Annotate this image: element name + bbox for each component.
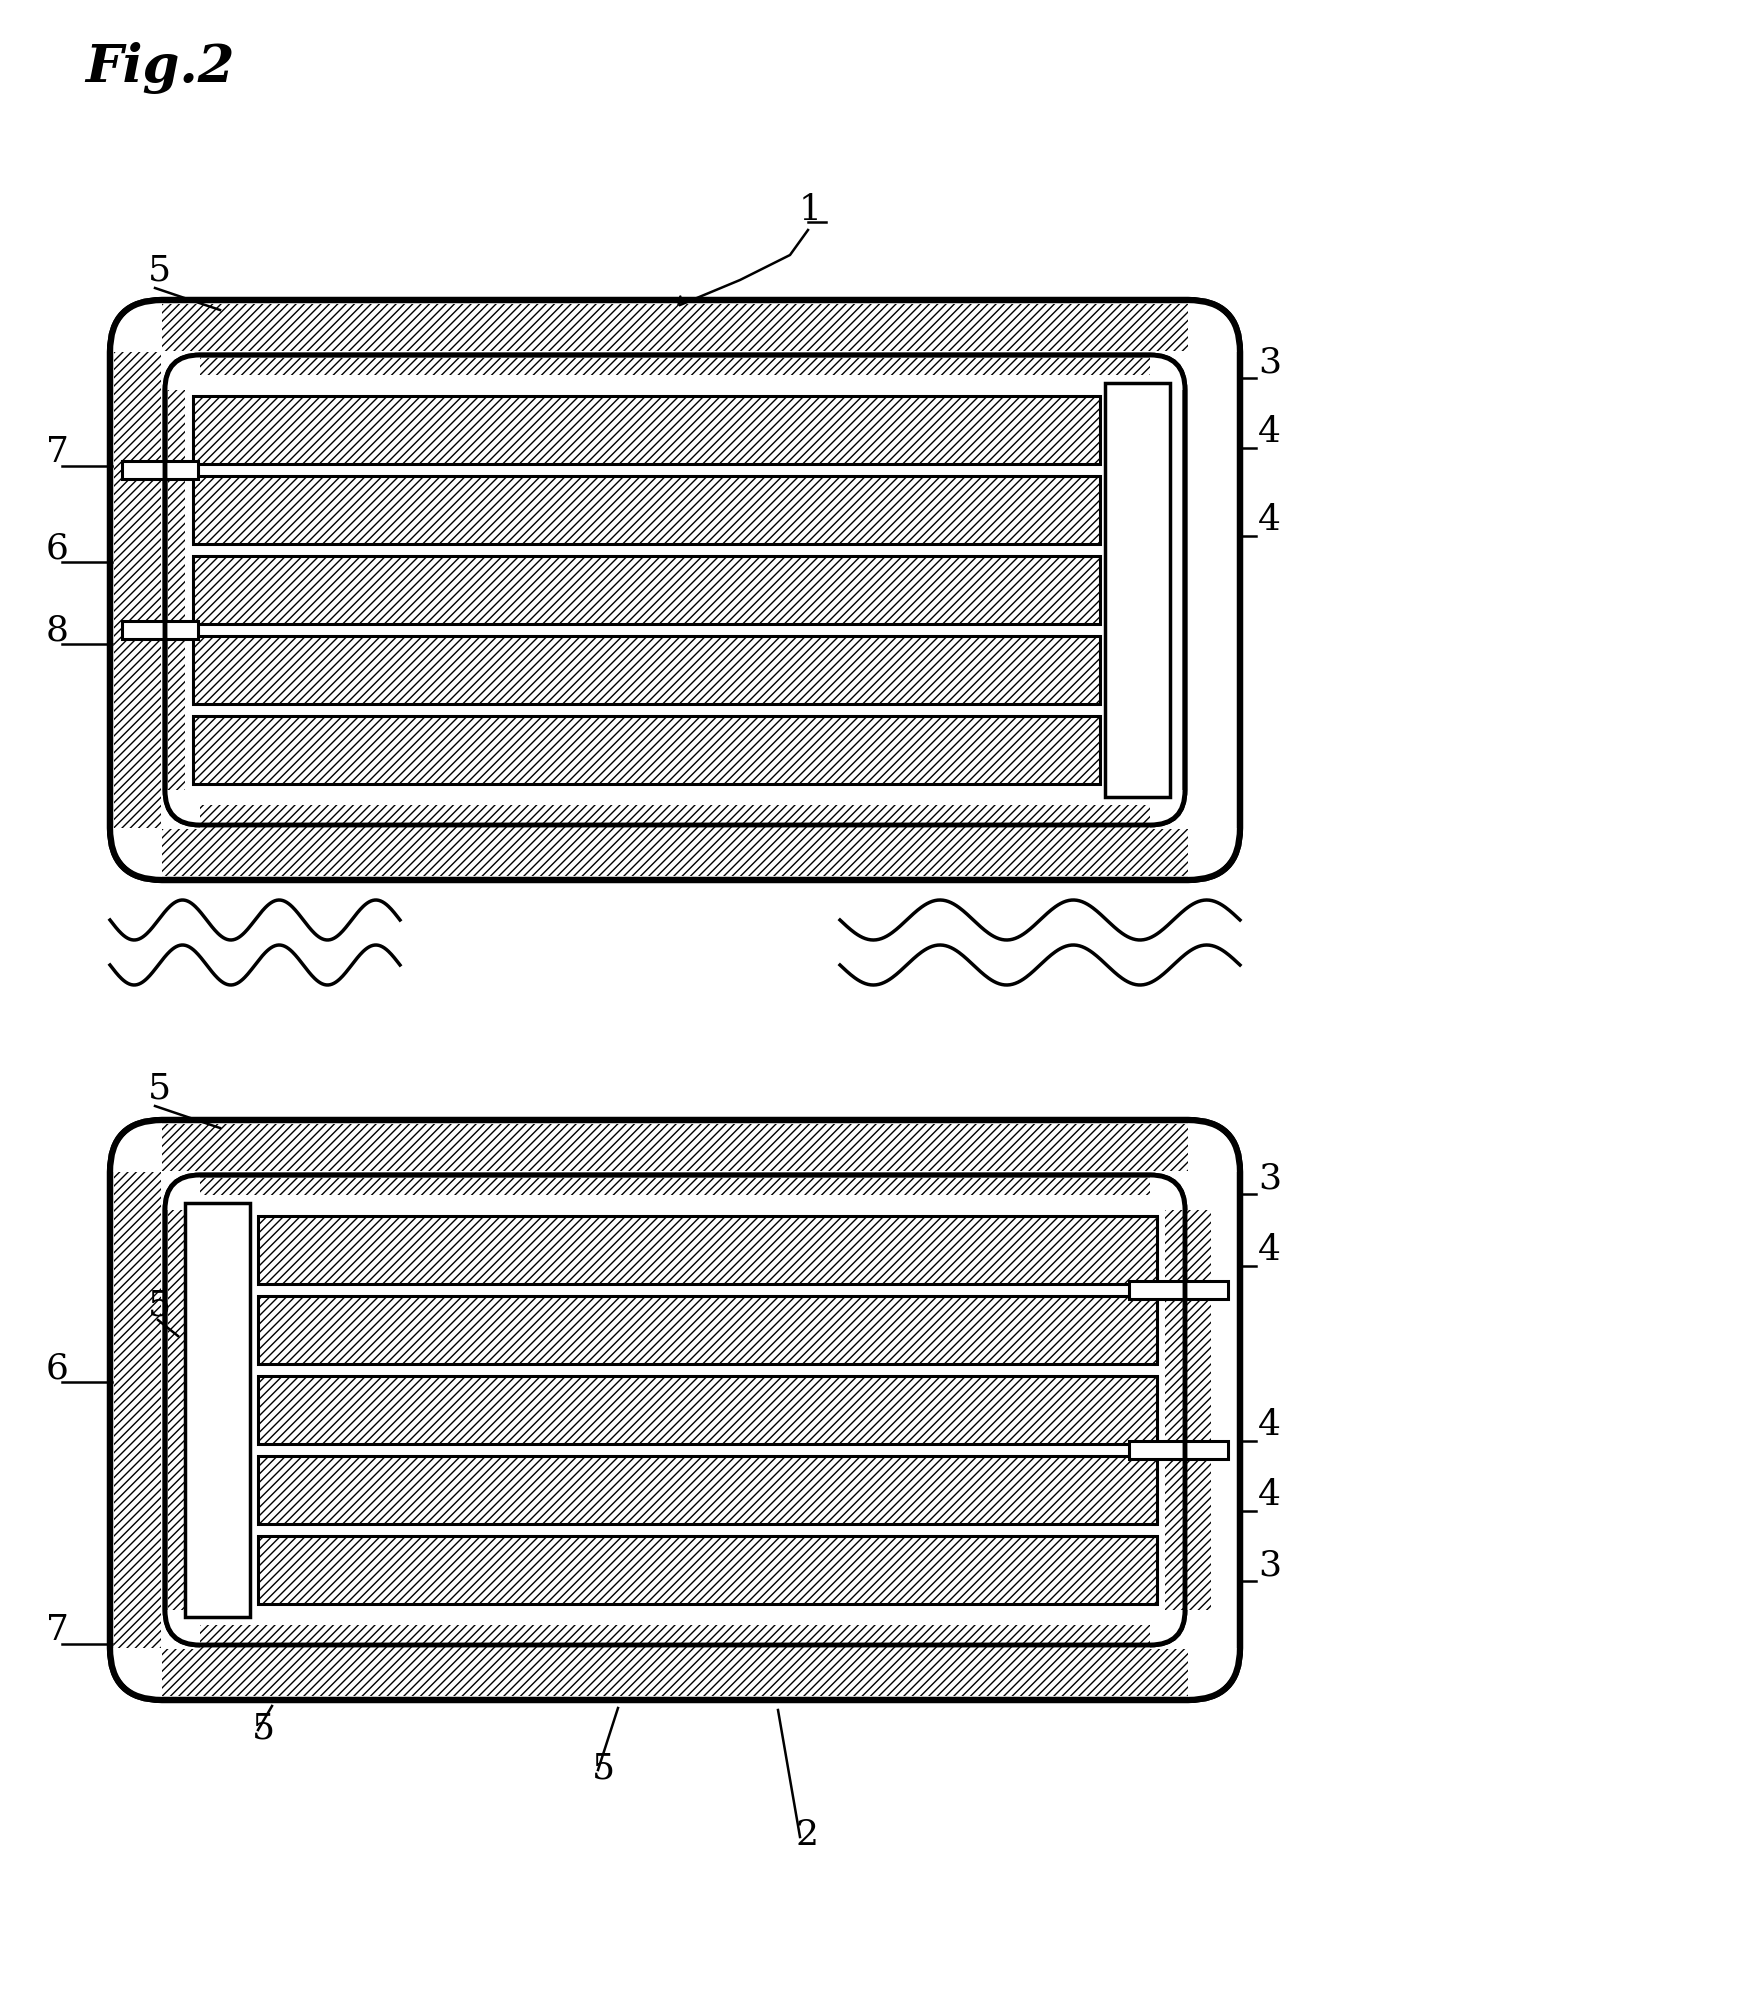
Bar xyxy=(199,1177,1150,1227)
FancyBboxPatch shape xyxy=(164,1175,1185,1645)
Text: 5: 5 xyxy=(149,1072,171,1106)
Bar xyxy=(192,396,1099,464)
Bar xyxy=(259,1536,1157,1604)
Bar xyxy=(168,390,217,791)
Bar xyxy=(163,829,1189,876)
FancyBboxPatch shape xyxy=(164,355,1185,825)
Wedge shape xyxy=(110,1120,163,1171)
FancyBboxPatch shape xyxy=(110,301,1239,880)
Bar xyxy=(259,1297,1157,1365)
Bar xyxy=(192,476,1099,544)
Text: 5: 5 xyxy=(149,1289,171,1323)
Bar xyxy=(192,715,1099,785)
Bar xyxy=(259,1456,1157,1524)
Bar xyxy=(192,635,1099,703)
Bar xyxy=(163,1123,1189,1171)
Bar xyxy=(163,305,1189,351)
Wedge shape xyxy=(164,1175,213,1223)
Text: 2: 2 xyxy=(795,1819,818,1853)
Bar xyxy=(259,1215,1157,1285)
Text: 4: 4 xyxy=(1259,504,1281,538)
Wedge shape xyxy=(1136,355,1185,404)
Bar xyxy=(199,359,1150,406)
Wedge shape xyxy=(1189,1120,1239,1171)
Bar xyxy=(114,1171,161,1647)
Text: 4: 4 xyxy=(1259,1478,1281,1512)
Wedge shape xyxy=(1189,301,1239,353)
Bar xyxy=(185,1203,250,1618)
Wedge shape xyxy=(164,1596,213,1645)
Text: 6: 6 xyxy=(45,1351,68,1384)
Text: 4: 4 xyxy=(1259,1233,1281,1267)
Wedge shape xyxy=(1136,777,1185,825)
Bar xyxy=(163,1649,1189,1695)
Text: 3: 3 xyxy=(1259,345,1281,378)
Bar xyxy=(192,556,1099,623)
Text: 5: 5 xyxy=(252,1711,274,1745)
Wedge shape xyxy=(1136,1175,1185,1223)
Text: 3: 3 xyxy=(1259,1548,1281,1582)
Bar xyxy=(185,1195,1164,1625)
Wedge shape xyxy=(110,829,163,880)
Wedge shape xyxy=(1189,829,1239,880)
Bar xyxy=(1162,1209,1211,1610)
Bar xyxy=(1129,1281,1229,1299)
Wedge shape xyxy=(164,355,213,404)
Text: 4: 4 xyxy=(1259,414,1281,448)
Bar xyxy=(114,353,161,829)
Wedge shape xyxy=(1189,1647,1239,1699)
Text: 7: 7 xyxy=(45,434,68,468)
Wedge shape xyxy=(1136,1596,1185,1645)
Bar xyxy=(122,622,198,639)
Text: 4: 4 xyxy=(1259,1408,1281,1442)
Text: 6: 6 xyxy=(45,532,68,566)
Text: Fig.2: Fig.2 xyxy=(86,42,234,94)
Text: 3: 3 xyxy=(1259,1161,1281,1195)
Bar xyxy=(1105,382,1169,797)
Bar xyxy=(185,374,1164,805)
Wedge shape xyxy=(110,1647,163,1699)
Text: 5: 5 xyxy=(149,253,171,287)
Bar xyxy=(1129,1440,1229,1458)
Text: 1: 1 xyxy=(799,193,822,227)
Wedge shape xyxy=(110,301,163,353)
Wedge shape xyxy=(164,777,213,825)
Text: 5: 5 xyxy=(593,1751,615,1785)
Text: 7: 7 xyxy=(45,1614,68,1647)
Bar xyxy=(259,1376,1157,1444)
Bar xyxy=(199,1621,1150,1671)
Bar xyxy=(199,803,1150,851)
Bar xyxy=(122,460,198,478)
FancyBboxPatch shape xyxy=(110,1120,1239,1699)
Text: 8: 8 xyxy=(45,614,68,647)
Bar xyxy=(168,1209,217,1610)
